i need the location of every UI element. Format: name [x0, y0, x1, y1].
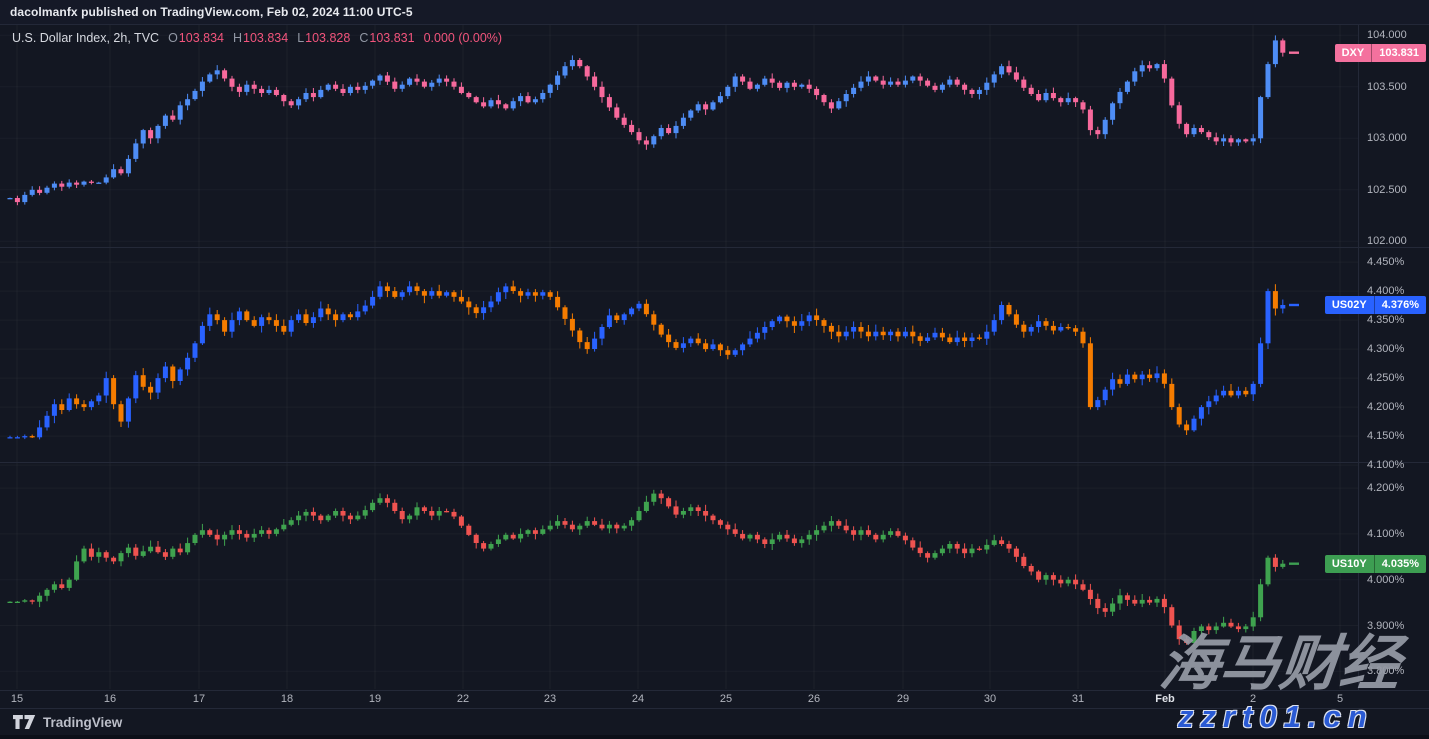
attribution-bar: dacolmanfx published on TradingView.com,…: [0, 0, 1429, 25]
time-tick-label: 25: [719, 693, 733, 705]
time-tick-label: 26: [807, 693, 821, 705]
bottom-edge-strip: [0, 735, 1429, 739]
tradingview-brand-text: TradingView: [43, 714, 123, 730]
pane-us10y[interactable]: [0, 462, 1358, 689]
price-tick-label: 4.400%: [1367, 285, 1405, 298]
tradingview-brand-link[interactable]: TradingView: [13, 714, 122, 730]
price-tick-label: 4.000%: [1367, 573, 1405, 586]
time-tick-label: 22: [456, 693, 470, 705]
time-tick-label: 5: [1336, 693, 1344, 705]
legend-low-value: 103.828: [305, 31, 351, 45]
legend-low-label: L: [297, 31, 305, 45]
time-tick-label: 17: [192, 693, 206, 705]
watermark-url: zzrt01.cn: [1178, 699, 1374, 734]
price-tick-label: 103.000: [1367, 132, 1407, 145]
price-tick-label: 4.100%: [1367, 459, 1405, 472]
legend-change-value: 0.000 (0.00%): [423, 31, 503, 45]
time-tick-label: 29: [896, 693, 910, 705]
legend: U.S. Dollar Index, 2h, TVC O103.834 H103.8…: [12, 31, 502, 45]
legend-high-label: H: [232, 31, 243, 45]
time-tick-label: 19: [368, 693, 382, 705]
price-tick-label: 3.900%: [1367, 619, 1405, 632]
time-tick-label: 24: [631, 693, 645, 705]
legend-close-value: 103.831: [369, 31, 415, 45]
price-tick-label: 102.000: [1367, 235, 1407, 248]
time-tick-label: 31: [1071, 693, 1085, 705]
time-tick-label: 15: [10, 693, 24, 705]
legend-title: U.S. Dollar Index, 2h, TVC: [12, 31, 160, 45]
time-tick-label: 2: [1249, 693, 1257, 705]
price-tick-label: 102.500: [1367, 183, 1407, 196]
legend-open-label: O: [168, 31, 178, 45]
time-tick-label: 30: [983, 693, 997, 705]
time-tick-label: Feb: [1155, 693, 1175, 705]
price-tick-label: 4.300%: [1367, 343, 1405, 356]
bottom-toolbar: TradingView: [0, 708, 1429, 736]
price-tick-label: 4.150%: [1367, 430, 1405, 443]
time-axis[interactable]: 15 16 17 18 19 22 23 24 25 26 29 30 31 Feb 2 5: [0, 690, 1429, 708]
legend-open-value: 103.834: [178, 31, 224, 45]
price-tick-label: 4.200%: [1367, 482, 1405, 495]
legend-close-label: C: [359, 31, 369, 45]
price-tick-label: 4.350%: [1367, 314, 1405, 327]
tradingview-logo-icon: [13, 715, 36, 729]
price-tick-label: 4.200%: [1367, 401, 1405, 414]
legend-high-value: 103.834: [243, 31, 289, 45]
price-tick-label: 4.250%: [1367, 372, 1405, 385]
pane-us02y[interactable]: [0, 247, 1358, 462]
price-tick-label: 4.450%: [1367, 256, 1405, 269]
price-tick-label: 104.000: [1367, 29, 1407, 42]
price-axis[interactable]: 104.000 103.500 103.000 102.500 102.000 4.450…: [1358, 25, 1429, 690]
price-tick-label: 4.100%: [1367, 527, 1405, 540]
price-tick-label: 3.800%: [1367, 665, 1405, 678]
time-tick-label: 23: [543, 693, 557, 705]
time-tick-label: 16: [103, 693, 117, 705]
pane-separator[interactable]: [0, 247, 1429, 248]
pane-dxy[interactable]: [0, 25, 1358, 247]
watermark-cjk: 海马财经: [1156, 630, 1404, 697]
attribution-text: dacolmanfx published on TradingView.com,…: [10, 5, 413, 19]
pane-separator[interactable]: [0, 462, 1429, 463]
time-tick-label: 18: [280, 693, 294, 705]
price-tick-label: 103.500: [1367, 80, 1407, 93]
